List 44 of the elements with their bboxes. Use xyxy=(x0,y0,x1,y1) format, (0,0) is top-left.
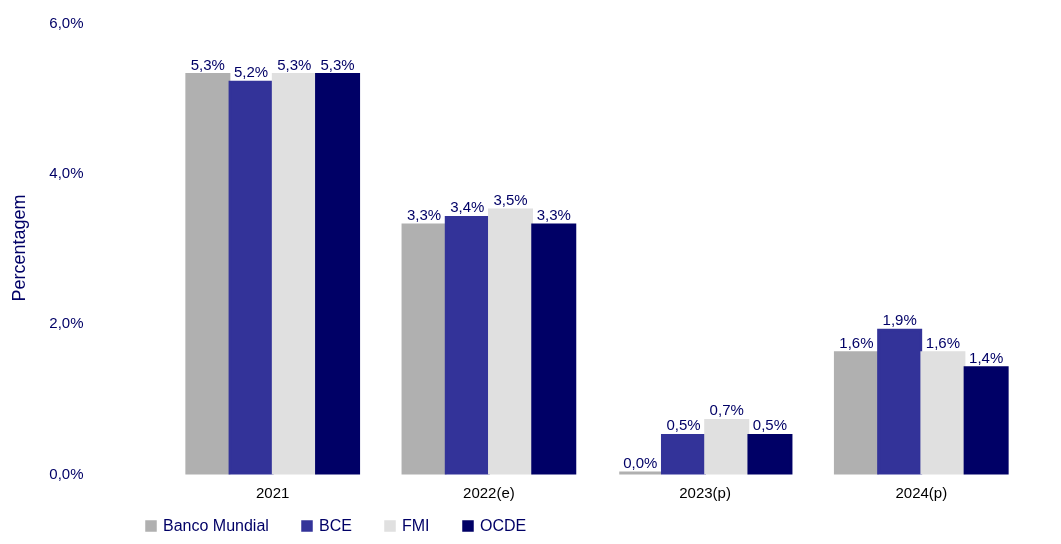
data-label: 1,9% xyxy=(882,311,917,329)
legend-label: Banco Mundial xyxy=(163,517,269,534)
bar xyxy=(228,80,274,475)
bar xyxy=(488,208,534,475)
bar xyxy=(315,73,361,475)
bar xyxy=(704,418,750,475)
bar xyxy=(444,215,490,475)
data-label: 0,5% xyxy=(752,416,788,434)
data-label: 3,3% xyxy=(406,205,442,223)
x-tick-label: 2024(p) xyxy=(895,483,948,501)
legend-label: OCDE xyxy=(480,517,527,534)
bar xyxy=(747,433,793,475)
legend-label: FMI xyxy=(402,517,430,534)
bar xyxy=(963,366,1009,475)
data-label: 0,7% xyxy=(709,401,744,419)
bar xyxy=(271,73,317,475)
y-tick-label: 6,0% xyxy=(49,13,84,31)
y-axis-title: Percentagem xyxy=(9,194,30,302)
bar xyxy=(833,351,879,475)
data-label: 5,3% xyxy=(320,55,355,73)
data-label: 5,2% xyxy=(233,63,269,81)
data-label: 0,5% xyxy=(666,416,701,434)
data-label: 1,4% xyxy=(969,348,1004,366)
bar xyxy=(401,223,447,475)
bar xyxy=(877,328,923,475)
data-label: 0,0% xyxy=(623,454,658,471)
bar xyxy=(185,73,231,475)
x-tick-label: 2023(p) xyxy=(679,483,731,501)
data-label: 3,3% xyxy=(536,205,571,223)
data-label: 1,6% xyxy=(925,333,961,351)
data-label: 5,3% xyxy=(277,55,312,73)
x-tick-label: 2021 xyxy=(256,483,290,501)
data-label: 3,4% xyxy=(450,198,485,216)
data-label: 5,3% xyxy=(190,55,225,73)
data-label: 1,6% xyxy=(839,333,874,351)
y-tick-label: 4,0% xyxy=(49,163,84,181)
y-tick-label: 0,0% xyxy=(49,464,84,482)
legend-label: BCE xyxy=(319,517,352,534)
y-tick-label: 2,0% xyxy=(49,314,84,332)
data-label: 3,5% xyxy=(493,190,528,208)
x-tick-label: 2022(e) xyxy=(463,483,515,501)
bar xyxy=(531,223,577,475)
bar xyxy=(920,351,966,475)
bar xyxy=(660,433,706,475)
